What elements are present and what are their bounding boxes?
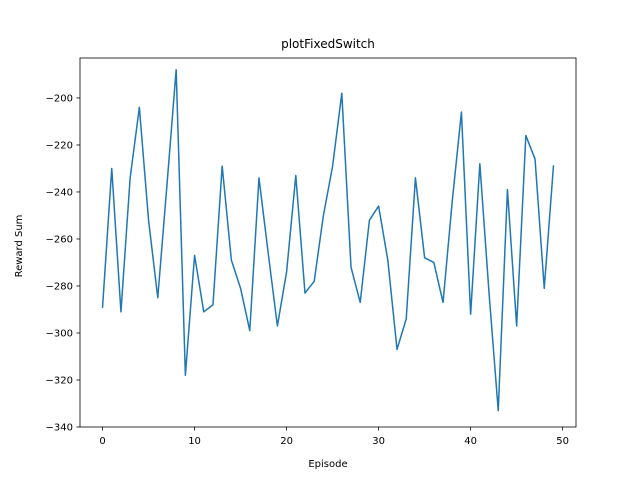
chart-title: plotFixedSwitch [281, 37, 375, 51]
y-tick-label: −340 [46, 423, 73, 434]
axes-frame [79, 57, 577, 428]
y-tick-label: −260 [46, 234, 73, 245]
y-tick-label: −220 [46, 140, 73, 151]
x-axis-label: Episode [308, 459, 347, 470]
x-tick-label: 40 [464, 436, 477, 447]
x-tick-label: 0 [99, 436, 105, 447]
x-tick-label: 50 [556, 436, 569, 447]
y-tick-label: −300 [46, 328, 73, 339]
y-tick-label: −320 [46, 375, 73, 386]
y-tick-label: −240 [46, 187, 73, 198]
x-tick-label: 20 [280, 436, 293, 447]
x-tick-label: 10 [188, 436, 201, 447]
y-axis-label: Reward Sum [14, 215, 25, 278]
series-line-0 [101, 69, 555, 412]
plot-area [79, 57, 577, 428]
y-tick-label: −200 [46, 93, 73, 104]
y-tick-label: −280 [46, 281, 73, 292]
x-tick-label: 30 [372, 436, 385, 447]
y-axis: −340 −320 −300 −280 −260 −240 −220 −200 [46, 93, 80, 434]
x-axis: 0 10 20 30 40 50 [99, 427, 569, 447]
